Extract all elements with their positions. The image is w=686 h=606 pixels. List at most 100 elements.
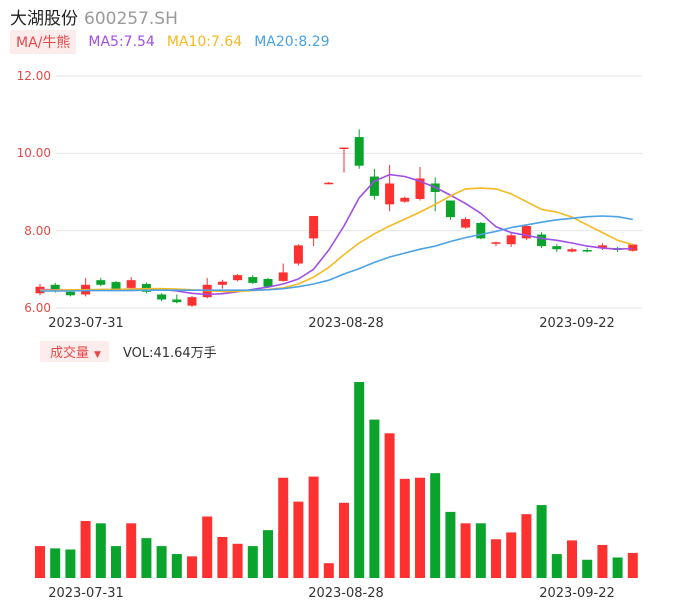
volume-bar [491,539,501,578]
volume-date-label: 2023-08-28 [308,586,384,601]
candle-body [339,147,349,150]
price-tick-label: 8.00 [24,224,51,238]
volume-toggle-label: 成交量 [50,345,90,361]
volume-bar [430,473,441,578]
candle-body [65,291,75,296]
volume-bar [354,382,365,578]
candle-body [567,249,577,252]
ma-legend: MA/牛熊 MA5:7.54 MA10:7.64 MA20:8.29 [10,30,330,54]
candle-body [445,200,455,218]
volume-value-label: VOL:41.64万手 [122,345,217,361]
volume-bar [187,556,197,578]
candle-body [369,176,379,196]
ma-toggle-button[interactable]: MA/牛熊 [10,30,77,54]
candle-body [400,197,410,202]
volume-bar [384,433,395,578]
price-date-label: 2023-07-31 [48,316,124,331]
candle-body [233,275,243,281]
volume-date-labels: 2023-07-31 2023-08-28 2023-09-22 [48,586,615,601]
volume-bar [506,532,517,578]
ma10-line [40,187,634,293]
candle-body [354,137,364,166]
price-tick-label: 12.00 [17,69,51,83]
candle-body [293,245,303,264]
candle-body [157,294,167,300]
volume-bar [141,538,152,578]
candle-body [217,281,227,285]
volume-bar [445,511,456,578]
candle-body [187,297,197,306]
volume-bar [35,546,45,578]
candle-body [324,182,334,185]
candle-body [582,250,592,252]
volume-bar [597,544,608,578]
candle-body [461,219,471,228]
candle-body [521,226,531,239]
price-date-labels: 2023-07-31 2023-08-28 2023-09-22 [48,316,615,331]
volume-bar [627,552,638,578]
volume-bar [567,540,577,578]
volume-bar-series [35,382,638,578]
volume-bar [217,536,228,578]
volume-bar [50,548,61,578]
candle-body [628,244,638,251]
volume-bar [612,557,623,578]
price-date-label: 2023-09-22 [539,316,615,331]
price-date-label: 2023-08-28 [308,316,384,331]
price-grid [56,75,642,309]
volume-bar [308,476,319,578]
candle-body [476,222,486,239]
volume-bar [415,477,425,578]
volume-bar [339,502,349,578]
candle-body [141,284,151,292]
volume-bar [521,514,532,578]
volume-bar [278,477,289,578]
candle-body [126,280,136,288]
candle-body [506,235,516,245]
candle-body [263,279,273,287]
volume-toggle-button[interactable]: 成交量 ▼ [40,340,109,362]
candle-body [278,272,288,281]
volume-bar [156,546,167,578]
candle-body [111,282,121,289]
volume-bar [202,516,213,578]
volume-bar [232,543,243,578]
candle-body [96,280,106,285]
price-tick-label: 10.00 [17,146,51,160]
volume-bar [80,521,91,578]
volume-bar [369,419,380,578]
stock-code: 600257.SH [84,9,178,29]
price-axis: 12.00 10.00 8.00 6.00 [17,69,51,315]
volume-bar [111,546,121,578]
volume-bar [323,563,334,578]
volume-bar [460,523,471,578]
candlestick-series [35,129,638,307]
volume-bar [582,559,593,578]
volume-legend: 成交量 ▼ VOL:41.64万手 [40,340,217,362]
volume-bar [65,549,76,578]
candle-body [172,299,182,303]
volume-bar [475,523,486,578]
volume-bar [247,546,258,578]
candle-body [537,234,547,247]
candle-body [491,242,501,244]
candle-body [552,246,562,250]
ma5-label: MA5:7.54 [88,34,155,50]
volume-bar [126,523,137,578]
volume-bar [171,554,182,578]
volume-date-label: 2023-09-22 [539,586,615,601]
moving-average-lines [39,173,634,296]
chevron-down-icon: ▼ [94,349,101,360]
ma20-line [40,215,633,292]
stock-name: 大湖股份 [10,9,78,29]
candle-body [597,245,607,249]
stock-header: 大湖股份 600257.SH [10,4,178,29]
candle-body [309,215,319,239]
volume-bar [263,530,273,578]
volume-bar [95,523,106,578]
ma10-label: MA10:7.64 [166,34,243,50]
volume-bar [399,478,410,578]
candle-body [415,178,425,199]
candle-body [385,183,395,205]
